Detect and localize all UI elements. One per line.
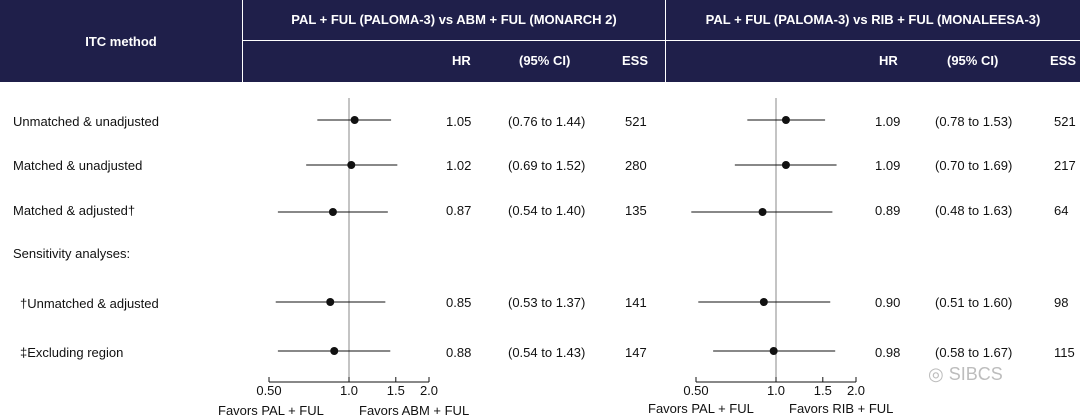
x-tick-label: 1.5 bbox=[814, 383, 832, 398]
hr-column-header: HR bbox=[879, 53, 898, 68]
x-tick-label: 2.0 bbox=[847, 383, 865, 398]
row-label: Matched & unadjusted bbox=[13, 158, 143, 173]
ess-column-header: ESS bbox=[622, 53, 649, 68]
hr-value: 0.98 bbox=[875, 345, 901, 360]
table-header bbox=[0, 0, 1080, 82]
hr-point bbox=[758, 208, 767, 216]
ess-value: 141 bbox=[625, 295, 647, 310]
ci-value: (0.76 to 1.44) bbox=[508, 114, 586, 129]
hr-point bbox=[350, 116, 359, 124]
ci-value: (0.78 to 1.53) bbox=[935, 114, 1013, 129]
hr-point bbox=[769, 347, 778, 355]
favors-right-label: Favors RIB + FUL bbox=[789, 401, 893, 416]
hr-point bbox=[781, 116, 790, 124]
hr-value: 1.05 bbox=[446, 114, 472, 129]
ess-column-header: ESS bbox=[1050, 53, 1077, 68]
ci-value: (0.69 to 1.52) bbox=[508, 158, 586, 173]
watermark-logo: ◎ SIBCS bbox=[928, 364, 1003, 385]
hr-point bbox=[328, 208, 337, 216]
x-tick-label: 1.0 bbox=[767, 383, 785, 398]
hr-point bbox=[347, 161, 356, 169]
hr-value: 0.88 bbox=[446, 345, 472, 360]
ci-value: (0.51 to 1.60) bbox=[935, 295, 1013, 310]
hr-value: 0.85 bbox=[446, 295, 472, 310]
row-label: Unmatched & unadjusted bbox=[13, 114, 159, 129]
header-divider bbox=[665, 0, 666, 82]
header-divider bbox=[242, 0, 243, 82]
ess-value: 217 bbox=[1054, 158, 1076, 173]
favors-left-label: Favors PAL + FUL bbox=[218, 403, 324, 418]
comparison-title-monaleesa3: PAL + FUL (PALOMA-3) vs RIB + FUL (MONAL… bbox=[705, 12, 1041, 27]
ess-value: 521 bbox=[1054, 114, 1076, 129]
hr-value: 0.89 bbox=[875, 203, 901, 218]
x-tick-label: 0.50 bbox=[683, 383, 708, 398]
watermark-text: SIBCS bbox=[948, 364, 1003, 384]
ess-value: 280 bbox=[625, 158, 647, 173]
row-label: ‡Excluding region bbox=[20, 345, 124, 360]
row-label: †Unmatched & adjusted bbox=[20, 296, 159, 311]
hr-point bbox=[781, 161, 790, 169]
ci-value: (0.70 to 1.69) bbox=[935, 158, 1013, 173]
favors-left-label: Favors PAL + FUL bbox=[648, 401, 754, 416]
x-tick-label: 1.0 bbox=[340, 383, 358, 398]
itc-method-header: ITC method bbox=[85, 34, 157, 49]
ci-value: (0.54 to 1.43) bbox=[508, 345, 586, 360]
hr-point bbox=[759, 298, 768, 306]
ci-value: (0.53 to 1.37) bbox=[508, 295, 586, 310]
x-tick-label: 1.5 bbox=[387, 383, 405, 398]
hr-value: 0.90 bbox=[875, 295, 901, 310]
ess-value: 115 bbox=[1054, 345, 1075, 360]
row-label: Matched & adjusted† bbox=[13, 203, 136, 218]
ci-value: (0.58 to 1.67) bbox=[935, 345, 1013, 360]
ess-value: 64 bbox=[1054, 203, 1069, 218]
hr-column-header: HR bbox=[452, 53, 471, 68]
hr-value: 0.87 bbox=[446, 203, 472, 218]
x-tick-label: 2.0 bbox=[420, 383, 438, 398]
ci-column-header: (95% CI) bbox=[519, 53, 571, 68]
x-tick-label: 0.50 bbox=[256, 383, 281, 398]
hr-value: 1.09 bbox=[875, 114, 901, 129]
favors-right-label: Favors ABM + FUL bbox=[359, 403, 469, 418]
hr-point bbox=[326, 298, 335, 306]
hr-value: 1.09 bbox=[875, 158, 901, 173]
ci-value: (0.48 to 1.63) bbox=[935, 203, 1013, 218]
ess-value: 147 bbox=[625, 345, 647, 360]
header-divider bbox=[243, 40, 1080, 41]
ess-value: 521 bbox=[625, 114, 647, 129]
ci-value: (0.54 to 1.40) bbox=[508, 203, 586, 218]
comparison-title-monarch2: PAL + FUL (PALOMA-3) vs ABM + FUL (MONAR… bbox=[291, 12, 617, 27]
hr-value: 1.02 bbox=[446, 158, 472, 173]
hr-point bbox=[330, 347, 339, 355]
ess-value: 98 bbox=[1054, 295, 1069, 310]
watermark-icon: ◎ bbox=[928, 364, 949, 384]
section-label-sensitivity: Sensitivity analyses: bbox=[13, 246, 131, 261]
ess-value: 135 bbox=[625, 203, 647, 218]
ci-column-header: (95% CI) bbox=[947, 53, 999, 68]
